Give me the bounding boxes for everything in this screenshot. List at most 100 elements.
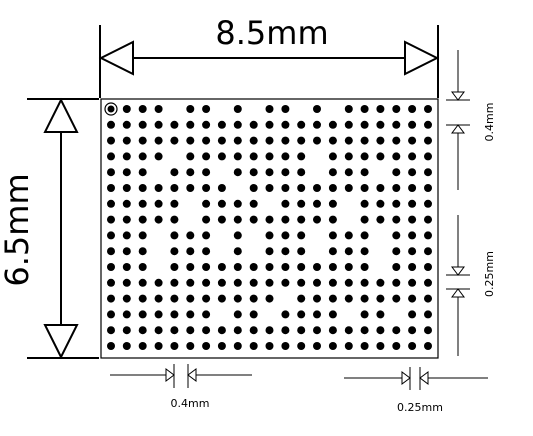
solder-ball <box>186 152 195 161</box>
solder-ball <box>328 152 337 161</box>
solder-ball <box>233 120 242 129</box>
solder-ball <box>107 278 115 287</box>
solder-ball <box>202 294 211 303</box>
solder-ball <box>217 120 226 129</box>
solder-ball <box>217 199 226 208</box>
solder-ball <box>170 231 179 240</box>
height-label: 6.5mm <box>0 173 36 286</box>
solder-ball <box>344 152 353 161</box>
solder-ball <box>186 184 195 192</box>
solder-ball <box>265 326 274 335</box>
gap-right-arrow-top <box>451 266 465 276</box>
solder-ball <box>297 278 306 287</box>
solder-ball <box>360 215 369 224</box>
solder-ball <box>202 120 211 129</box>
solder-ball <box>107 326 115 335</box>
solder-ball <box>233 199 242 208</box>
solder-ball <box>170 263 179 271</box>
solder-ball <box>424 136 432 145</box>
solder-ball <box>186 294 195 303</box>
solder-ball <box>328 231 337 240</box>
solder-ball <box>297 199 306 208</box>
solder-ball <box>344 263 353 271</box>
solder-ball <box>392 152 401 161</box>
solder-ball <box>186 263 195 271</box>
solder-ball <box>233 152 242 161</box>
solder-ball <box>217 278 226 287</box>
solder-ball <box>360 136 369 145</box>
solder-ball <box>186 136 195 145</box>
solder-ball <box>107 294 115 303</box>
solder-ball <box>217 215 226 224</box>
solder-ball <box>424 105 432 113</box>
solder-ball <box>408 184 417 192</box>
solder-ball <box>265 263 274 271</box>
gap-right-arrow-bottom <box>451 288 465 298</box>
solder-ball <box>265 215 274 224</box>
solder-ball <box>328 120 337 129</box>
solder-ball <box>297 136 306 145</box>
solder-ball <box>297 326 306 335</box>
solder-ball <box>408 136 417 145</box>
solder-ball <box>138 152 147 161</box>
solder-ball <box>170 168 179 177</box>
solder-ball <box>360 184 369 192</box>
solder-ball <box>265 136 274 145</box>
solder-ball <box>328 310 337 319</box>
solder-ball <box>297 184 306 192</box>
solder-ball <box>313 263 321 271</box>
width-arrowhead-left <box>98 40 134 76</box>
solder-ball <box>217 152 226 161</box>
solder-ball <box>154 278 163 287</box>
solder-ball <box>138 294 147 303</box>
solder-ball <box>154 152 163 161</box>
solder-ball <box>265 105 274 113</box>
solder-ball <box>186 278 195 287</box>
solder-ball <box>281 247 290 256</box>
solder-ball <box>376 199 385 208</box>
solder-ball <box>265 231 274 240</box>
solder-ball <box>360 294 369 303</box>
solder-ball <box>424 215 432 224</box>
solder-ball <box>408 342 417 350</box>
solder-ball <box>392 168 401 177</box>
solder-ball <box>408 199 417 208</box>
solder-ball <box>233 310 242 319</box>
solder-ball <box>154 199 163 208</box>
solder-ball <box>392 263 401 271</box>
solder-ball <box>376 342 385 350</box>
pitch-right-arrow-top <box>451 91 465 101</box>
solder-ball <box>122 247 131 256</box>
solder-ball <box>249 152 258 161</box>
solder-ball <box>249 310 258 319</box>
solder-ball <box>281 231 290 240</box>
solder-ball <box>313 278 321 287</box>
solder-ball <box>202 342 211 350</box>
solder-ball <box>281 215 290 224</box>
solder-ball <box>249 326 258 335</box>
solder-ball <box>107 310 115 319</box>
solder-ball <box>202 326 211 335</box>
solder-ball <box>170 136 179 145</box>
solder-ball <box>328 294 337 303</box>
solder-ball <box>154 136 163 145</box>
solder-ball <box>202 136 211 145</box>
solder-ball <box>328 278 337 287</box>
solder-ball <box>154 326 163 335</box>
solder-ball <box>408 105 417 113</box>
solder-ball <box>408 263 417 271</box>
solder-ball <box>408 215 417 224</box>
solder-ball <box>281 326 290 335</box>
solder-ball <box>170 184 179 192</box>
solder-ball <box>392 342 401 350</box>
solder-ball <box>376 215 385 224</box>
solder-ball <box>138 215 147 224</box>
solder-ball <box>138 263 147 271</box>
solder-ball <box>392 294 401 303</box>
solder-ball <box>249 263 258 271</box>
solder-ball <box>313 136 321 145</box>
solder-ball <box>217 342 226 350</box>
solder-ball <box>392 278 401 287</box>
solder-ball <box>328 263 337 271</box>
solder-ball <box>122 199 131 208</box>
